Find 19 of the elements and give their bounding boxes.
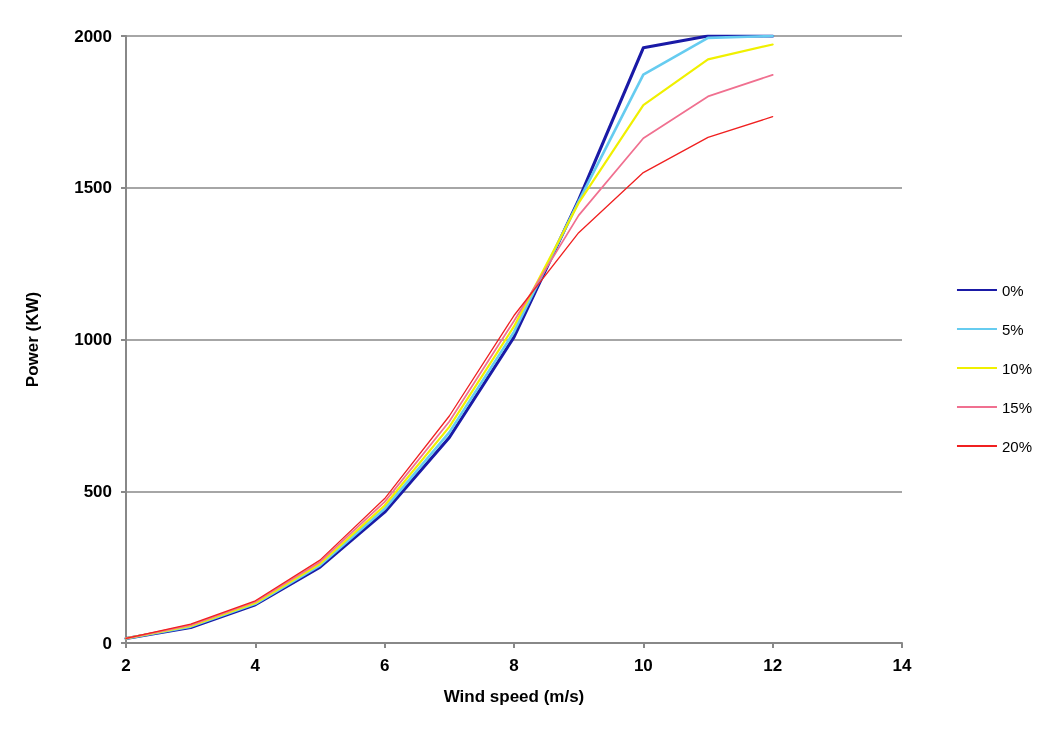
y-tick-label: 2000	[74, 26, 112, 46]
y-tick-label: 0	[102, 633, 112, 653]
legend-label: 20%	[1001, 437, 1033, 455]
y-tick-label: 1000	[74, 330, 112, 349]
x-tick-label: 10	[633, 656, 653, 675]
legend-label: 10%	[1001, 359, 1033, 377]
y-tick-label: 500	[83, 481, 112, 501]
x-tick-label: 14	[892, 656, 912, 675]
legend-label: 15%	[1001, 398, 1033, 416]
x-tick-label: 8	[509, 656, 519, 675]
legend-label: 0%	[1001, 281, 1024, 299]
legend-label: 5%	[1001, 320, 1024, 338]
x-tick-label: 12	[763, 656, 783, 675]
x-tick-label: 2	[121, 656, 131, 675]
x-axis-title: Wind speed (m/s)	[443, 687, 585, 706]
y-axis-title: Power (KW)	[23, 291, 42, 388]
y-tick-label: 1500	[74, 178, 112, 198]
x-tick-label: 4	[250, 656, 261, 675]
x-tick-label: 6	[379, 656, 390, 675]
